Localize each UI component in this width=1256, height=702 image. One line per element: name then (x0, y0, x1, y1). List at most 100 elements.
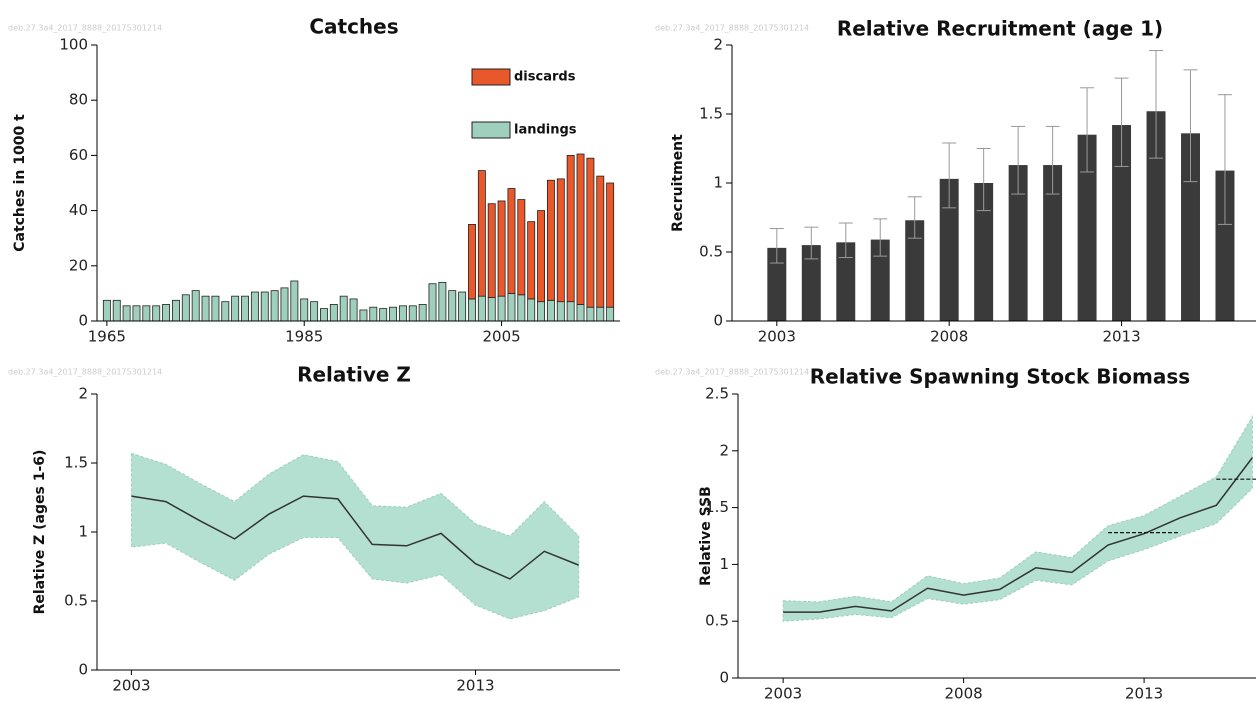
legend-swatch (471, 68, 511, 86)
watermark: deb.27.3a4_2017_8888_20175301214 (655, 368, 809, 377)
bar-segment (398, 305, 407, 322)
bar-segment (556, 178, 565, 303)
chart-panel: deb.27.3a4_2017_8888_20175301214 Catches C… (8, 15, 620, 346)
bar-segment (191, 290, 200, 322)
x-tick-label: 2005 (482, 328, 520, 346)
bar-segment (566, 301, 575, 322)
bar-segment (132, 305, 141, 322)
bar-segment (359, 309, 368, 322)
watermark: deb.27.3a4_2017_8888_20175301214 (8, 24, 162, 33)
x-tick-label: 2008 (945, 685, 983, 702)
bar-segment (566, 154, 575, 303)
bar-segment (310, 301, 319, 322)
x-tick-label: 2003 (758, 328, 796, 346)
legend-swatch (471, 121, 511, 139)
y-tick-label: 0 (78, 661, 88, 679)
bar-segment (468, 223, 476, 300)
plot-area (130, 452, 580, 620)
bar-segment (201, 295, 210, 322)
y-tick-label: 1 (713, 174, 723, 192)
watermark: deb.27.3a4_2017_8888_20175301214 (655, 24, 809, 33)
bar-segment (408, 305, 417, 322)
y-tick-label: 0 (713, 312, 723, 330)
y-tick-label: 2.5 (705, 385, 729, 403)
bar-segment (300, 298, 309, 322)
y-tick-label: 80 (69, 91, 88, 109)
bar-segment (221, 301, 230, 322)
y-tick-label: 0 (719, 669, 729, 687)
bar-segment (142, 305, 151, 322)
bar-segment (596, 175, 605, 308)
plot-area (767, 50, 1235, 322)
y-tick-label: 0.5 (705, 612, 729, 630)
bar-segment (487, 297, 496, 322)
chart-title: Relative Spawning Stock Biomass (810, 365, 1190, 389)
bar (1008, 165, 1028, 321)
bar-segment (497, 200, 506, 297)
bar-segment (537, 210, 546, 303)
bar-segment (339, 295, 348, 322)
y-tick-label: 2 (78, 385, 88, 403)
y-tick-label: 100 (59, 36, 88, 54)
line (783, 457, 1253, 613)
bar-segment (468, 298, 476, 322)
bar-segment (507, 292, 516, 322)
bar-segment (477, 170, 486, 297)
bar-segment (112, 299, 121, 322)
x-tick-label: 2013 (1125, 685, 1163, 702)
chart-panel: deb.27.3a4_2017_8888_20175301214 Relative… (8, 363, 620, 695)
bar (870, 239, 890, 321)
chart-panel: deb.27.3a4_2017_8888_20175301214 Relative… (655, 17, 1256, 346)
chart-title: Relative Z (297, 363, 411, 387)
confidence-band (782, 414, 1253, 622)
y-tick-label: 2 (719, 441, 729, 459)
bar-segment (270, 290, 279, 322)
bar-segment (556, 301, 565, 322)
plot-area (102, 153, 615, 322)
bar-segment (576, 153, 585, 305)
bar-segment (152, 305, 161, 322)
x-tick-label: 2003 (112, 677, 150, 695)
bar (801, 245, 821, 321)
y-axis-label: Catches in 1000 t (12, 114, 28, 252)
x-tick-label: 2008 (930, 328, 968, 346)
confidence-band (130, 452, 580, 620)
bar-segment (517, 199, 526, 296)
bar-segment (102, 299, 111, 322)
y-tick-label: 20 (69, 256, 88, 274)
bar (1043, 165, 1063, 321)
bar-segment (329, 304, 338, 322)
x-tick-label: 2013 (1102, 328, 1140, 346)
bar-segment (290, 280, 299, 322)
x-tick-label: 1985 (285, 328, 323, 346)
bar (1077, 134, 1097, 321)
y-axis-label: Relative Z (ages 1-6) (32, 450, 48, 615)
bar-segment (596, 306, 605, 322)
bar (836, 242, 856, 321)
bar-segment (280, 287, 289, 322)
bar (1146, 111, 1166, 322)
y-axis-label: Relative SSB (698, 486, 714, 586)
bar-segment (487, 203, 496, 298)
legend-label: discards (514, 70, 576, 85)
bar (1181, 133, 1200, 321)
y-axis-label: Recruitment (670, 134, 686, 232)
bar-segment (320, 308, 328, 322)
legend-label: landings (514, 123, 577, 138)
bar-segment (606, 182, 615, 308)
bar-segment (586, 157, 595, 308)
bar-segment (369, 306, 378, 322)
chart-title: Catches (309, 15, 398, 39)
y-tick-label: 1 (719, 555, 729, 573)
x-tick-label: 2013 (456, 677, 494, 695)
plot-area (782, 414, 1256, 622)
bar-segment (546, 299, 555, 322)
bar-segment (250, 291, 259, 322)
bar-segment (606, 306, 615, 322)
bar (905, 220, 925, 321)
y-tick-label: 0.5 (699, 243, 723, 261)
bar-segment (241, 295, 249, 322)
y-tick-label: 60 (69, 146, 88, 164)
bar-segment (211, 295, 220, 322)
